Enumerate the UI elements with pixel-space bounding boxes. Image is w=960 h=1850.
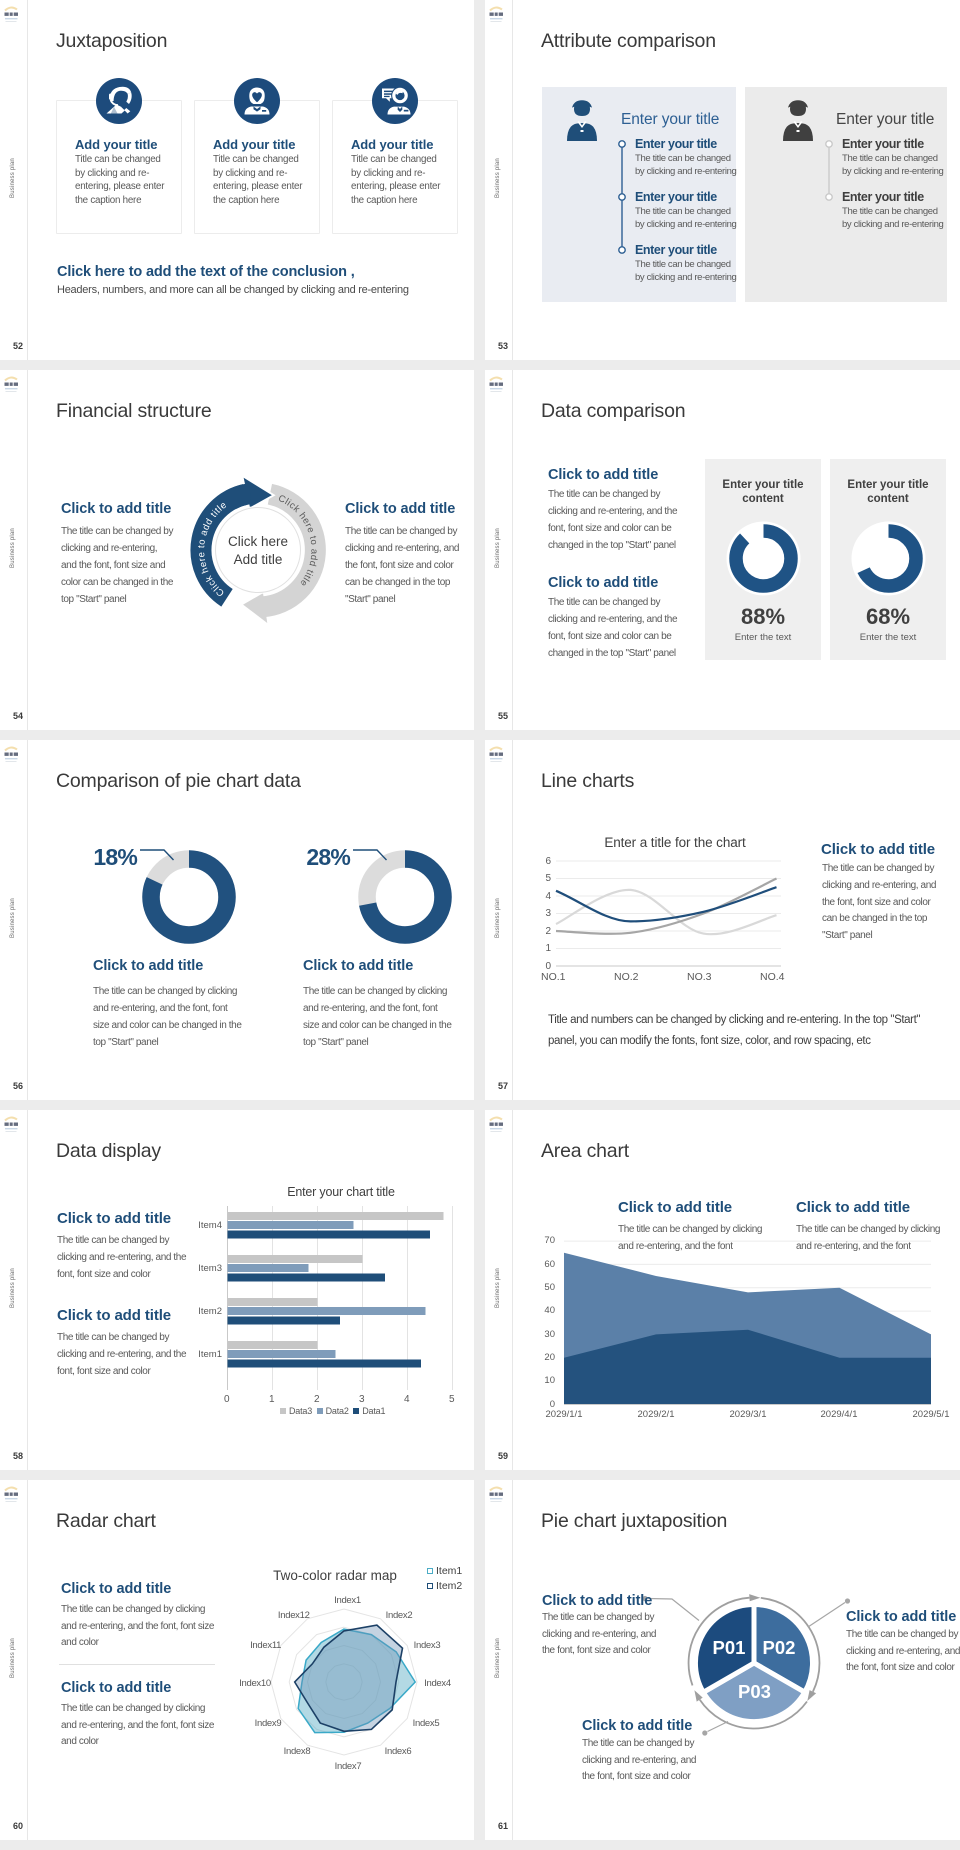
svg-text:P02: P02: [763, 1637, 796, 1658]
svg-text:P03: P03: [738, 1681, 771, 1702]
svg-text:P01: P01: [713, 1637, 746, 1658]
